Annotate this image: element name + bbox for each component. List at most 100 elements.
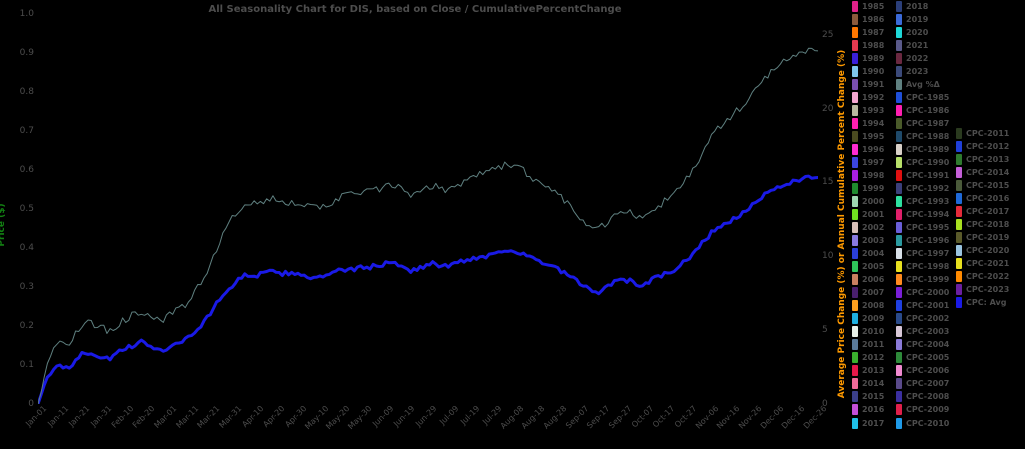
legend-cpc-item[interactable]: CPC-1993 [896, 195, 949, 208]
legend-cpc-item[interactable]: CPC-1988 [896, 130, 949, 143]
legend-cpc-item[interactable]: CPC-2007 [896, 377, 949, 390]
legend-cpc-item[interactable]: 2018 [896, 0, 949, 13]
legend-year-item[interactable]: 1985 [852, 0, 884, 13]
legend-color-swatch [852, 40, 858, 52]
legend-cpc-item[interactable]: CPC-2017 [956, 205, 1009, 218]
legend-cpc-item[interactable]: 2022 [896, 52, 949, 65]
legend-label: 1988 [862, 41, 885, 51]
legend-cpc-item[interactable]: CPC-2018 [956, 218, 1009, 231]
legend-year-item[interactable]: 1997 [852, 156, 884, 169]
legend-cpc-item[interactable]: CPC-2013 [956, 153, 1009, 166]
legend-label: 2020 [906, 28, 929, 38]
legend-year-item[interactable]: 2014 [852, 377, 884, 390]
legend-cpc-item[interactable]: CPC-1991 [896, 169, 949, 182]
legend-cpc-item[interactable]: CPC-2002 [896, 312, 949, 325]
legend-year-item[interactable]: 2004 [852, 247, 884, 260]
legend-label: CPC-2006 [906, 366, 950, 376]
legend-cpc-item[interactable]: CPC-2020 [956, 244, 1009, 257]
legend-cpc-item[interactable]: CPC-1990 [896, 156, 949, 169]
legend-cpc-item[interactable]: 2021 [896, 39, 949, 52]
legend-cpc-item[interactable]: CPC-2019 [956, 231, 1009, 244]
legend-cpc-item[interactable]: CPC-1998 [896, 260, 949, 273]
legend-year-item[interactable]: 2009 [852, 312, 884, 325]
legend-label: CPC-2022 [966, 272, 1010, 282]
legend-cpc-item[interactable]: CPC-2022 [956, 270, 1009, 283]
legend-cpc-item[interactable]: CPC-1995 [896, 221, 949, 234]
legend-year-item[interactable]: 1996 [852, 143, 884, 156]
legend-year-item[interactable]: 1990 [852, 65, 884, 78]
legend-cpc-item[interactable]: CPC-2011 [956, 127, 1009, 140]
legend-cpc-item[interactable]: CPC-1994 [896, 208, 949, 221]
legend-year-item[interactable]: 1987 [852, 26, 884, 39]
legend-cpc-item[interactable]: 2019 [896, 13, 949, 26]
legend-cpc-item[interactable]: CPC-1987 [896, 117, 949, 130]
legend-year-item[interactable]: 2010 [852, 325, 884, 338]
legend-cpc-item[interactable]: CPC-2021 [956, 257, 1009, 270]
legend-cpc-item[interactable]: 2023 [896, 65, 949, 78]
legend-cpc-item[interactable]: CPC-1986 [896, 104, 949, 117]
legend-year-item[interactable]: 1989 [852, 52, 884, 65]
x-axis-tick: Apr-10 [239, 404, 266, 430]
legend-year-item[interactable]: 2016 [852, 403, 884, 416]
legend-year-item[interactable]: 2015 [852, 390, 884, 403]
legend-cpc-item[interactable]: Avg %Δ [896, 78, 949, 91]
legend-color-swatch [896, 144, 902, 156]
legend-label: CPC-2021 [966, 259, 1010, 269]
legend-year-item[interactable]: 2002 [852, 221, 884, 234]
legend-year-item[interactable]: 1988 [852, 39, 884, 52]
legend-color-swatch [896, 235, 902, 247]
legend-year-item[interactable]: 2011 [852, 338, 884, 351]
legend-color-swatch [896, 404, 902, 416]
legend-cpc-item[interactable]: CPC-2016 [956, 192, 1009, 205]
legend-cpc-item[interactable]: CPC-2005 [896, 351, 949, 364]
legend-year-item[interactable]: 1986 [852, 13, 884, 26]
legend-label: 2016 [862, 405, 885, 415]
legend-year-item[interactable]: 1991 [852, 78, 884, 91]
legend-label: CPC-1985 [906, 93, 950, 103]
legend-year-item[interactable]: 2012 [852, 351, 884, 364]
legend-color-swatch [896, 92, 902, 104]
legend-cpc-item[interactable]: CPC-2008 [896, 390, 949, 403]
legend-color-swatch [852, 339, 858, 351]
legend-cpc-item[interactable]: CPC-1997 [896, 247, 949, 260]
legend-cpc-item[interactable]: CPC-2000 [896, 286, 949, 299]
legend-year-item[interactable]: 1993 [852, 104, 884, 117]
legend-year-item[interactable]: 2005 [852, 260, 884, 273]
legend-color-swatch [896, 183, 902, 195]
legend-cpc-item[interactable]: CPC: Avg [956, 296, 1009, 309]
legend-cpc-item[interactable]: CPC-2023 [956, 283, 1009, 296]
legend-year-item[interactable]: 2017 [852, 417, 884, 430]
legend-cpc-item[interactable]: CPC-2006 [896, 364, 949, 377]
legend-year-item[interactable]: 1998 [852, 169, 884, 182]
legend-cpc-item[interactable]: 2020 [896, 26, 949, 39]
legend-cpc-item[interactable]: CPC-2015 [956, 179, 1009, 192]
legend-year-item[interactable]: 1994 [852, 117, 884, 130]
legend-year-item[interactable]: 1999 [852, 182, 884, 195]
legend-cpc-item[interactable]: CPC-2004 [896, 338, 949, 351]
legend-cpc-item[interactable]: CPC-2001 [896, 299, 949, 312]
legend-cpc-item[interactable]: CPC-2010 [896, 417, 949, 430]
legend-label: CPC-2002 [906, 314, 950, 324]
legend-year-item[interactable]: 2013 [852, 364, 884, 377]
legend-year-item[interactable]: 2008 [852, 299, 884, 312]
legend-cpc-item[interactable]: CPC-1999 [896, 273, 949, 286]
x-axis-tick: Jul-09 [437, 404, 461, 427]
legend-cpc-item[interactable]: CPC-1985 [896, 91, 949, 104]
legend-cpc-item[interactable]: CPC-2009 [896, 403, 949, 416]
legend-label: 2015 [862, 392, 885, 402]
legend-cpc-item[interactable]: CPC-2003 [896, 325, 949, 338]
legend-year-item[interactable]: 1995 [852, 130, 884, 143]
legend-cpc-item[interactable]: CPC-2014 [956, 166, 1009, 179]
legend-cpc-item[interactable]: CPC-2012 [956, 140, 1009, 153]
legend-cpc-item[interactable]: CPC-1996 [896, 234, 949, 247]
legend-color-swatch [852, 222, 858, 234]
legend-year-item[interactable]: 2007 [852, 286, 884, 299]
legend-year-item[interactable]: 2003 [852, 234, 884, 247]
legend-cpc-item[interactable]: CPC-1989 [896, 143, 949, 156]
legend-year-item[interactable]: 2006 [852, 273, 884, 286]
legend-year-item[interactable]: 2000 [852, 195, 884, 208]
legend-color-swatch [852, 118, 858, 130]
legend-year-item[interactable]: 1992 [852, 91, 884, 104]
legend-cpc-item[interactable]: CPC-1992 [896, 182, 949, 195]
legend-year-item[interactable]: 2001 [852, 208, 884, 221]
